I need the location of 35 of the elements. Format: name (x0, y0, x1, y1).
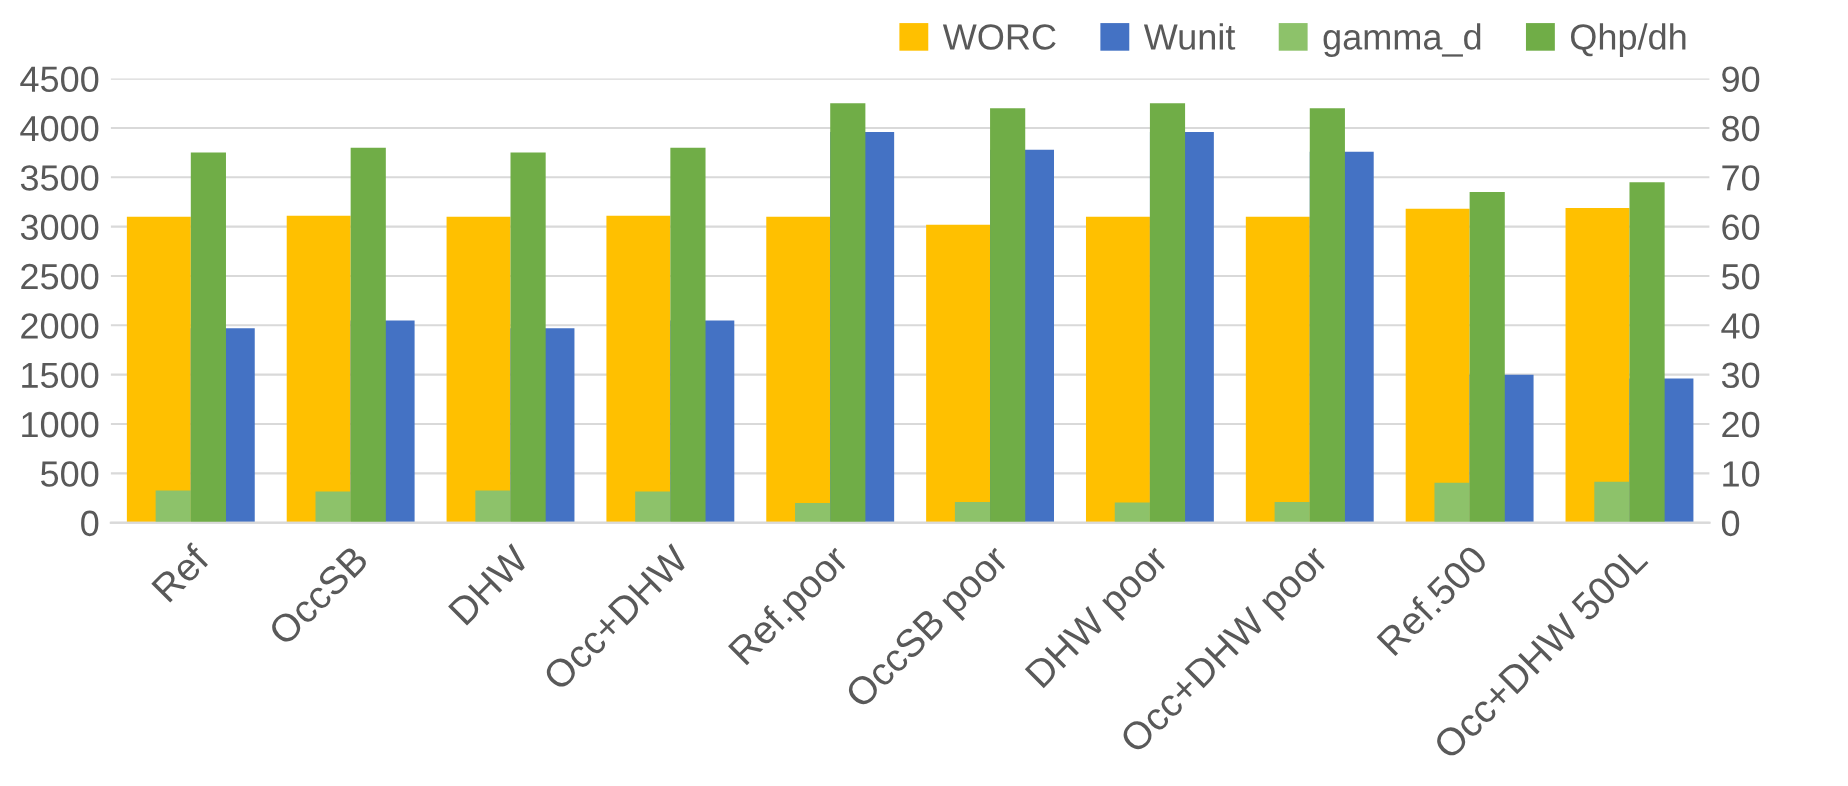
y-tick-label: 0 (81, 510, 99, 537)
bar (1434, 482, 1470, 523)
legend-label: Qhp/dh (1571, 23, 1686, 57)
bar (954, 501, 991, 523)
x-tick-label: Ref (150, 542, 212, 603)
legend-label: Wunit (1143, 23, 1236, 50)
y2-tick-label: 40 (1721, 313, 1760, 339)
y2-tick-label: 90 (1722, 66, 1760, 93)
bar (1274, 501, 1310, 523)
y-tick-label: 2500 (21, 263, 99, 290)
y2-tick-label: 0 (1721, 510, 1740, 537)
bar (475, 490, 511, 523)
bar (155, 490, 191, 523)
bar (1114, 502, 1150, 523)
y-tick-label: 1000 (22, 411, 99, 438)
y-tick-label: 3500 (20, 165, 99, 191)
bar (1594, 481, 1630, 523)
y2-tick-label: 30 (1721, 362, 1760, 389)
y2-tick-label: 70 (1722, 165, 1760, 191)
y-tick-label: 500 (40, 461, 99, 487)
y2-tick-label: 50 (1721, 263, 1760, 290)
bar (795, 502, 831, 523)
y-tick-label: 3000 (20, 214, 99, 241)
legend-label: gamma_d (1323, 23, 1481, 57)
y-tick-label: 2000 (21, 313, 99, 339)
y2-tick-label: 10 (1723, 461, 1760, 487)
y-tick-label: 4500 (20, 66, 99, 93)
bar (635, 491, 671, 523)
y2-tick-label: 60 (1722, 214, 1760, 241)
bar (315, 491, 351, 523)
y2-tick-label: 80 (1722, 115, 1760, 142)
y2-tick-label: 20 (1722, 411, 1760, 438)
y-tick-label: 4000 (20, 115, 99, 142)
legend-label: WORC (942, 24, 1056, 50)
y-tick-label: 1500 (22, 362, 99, 389)
